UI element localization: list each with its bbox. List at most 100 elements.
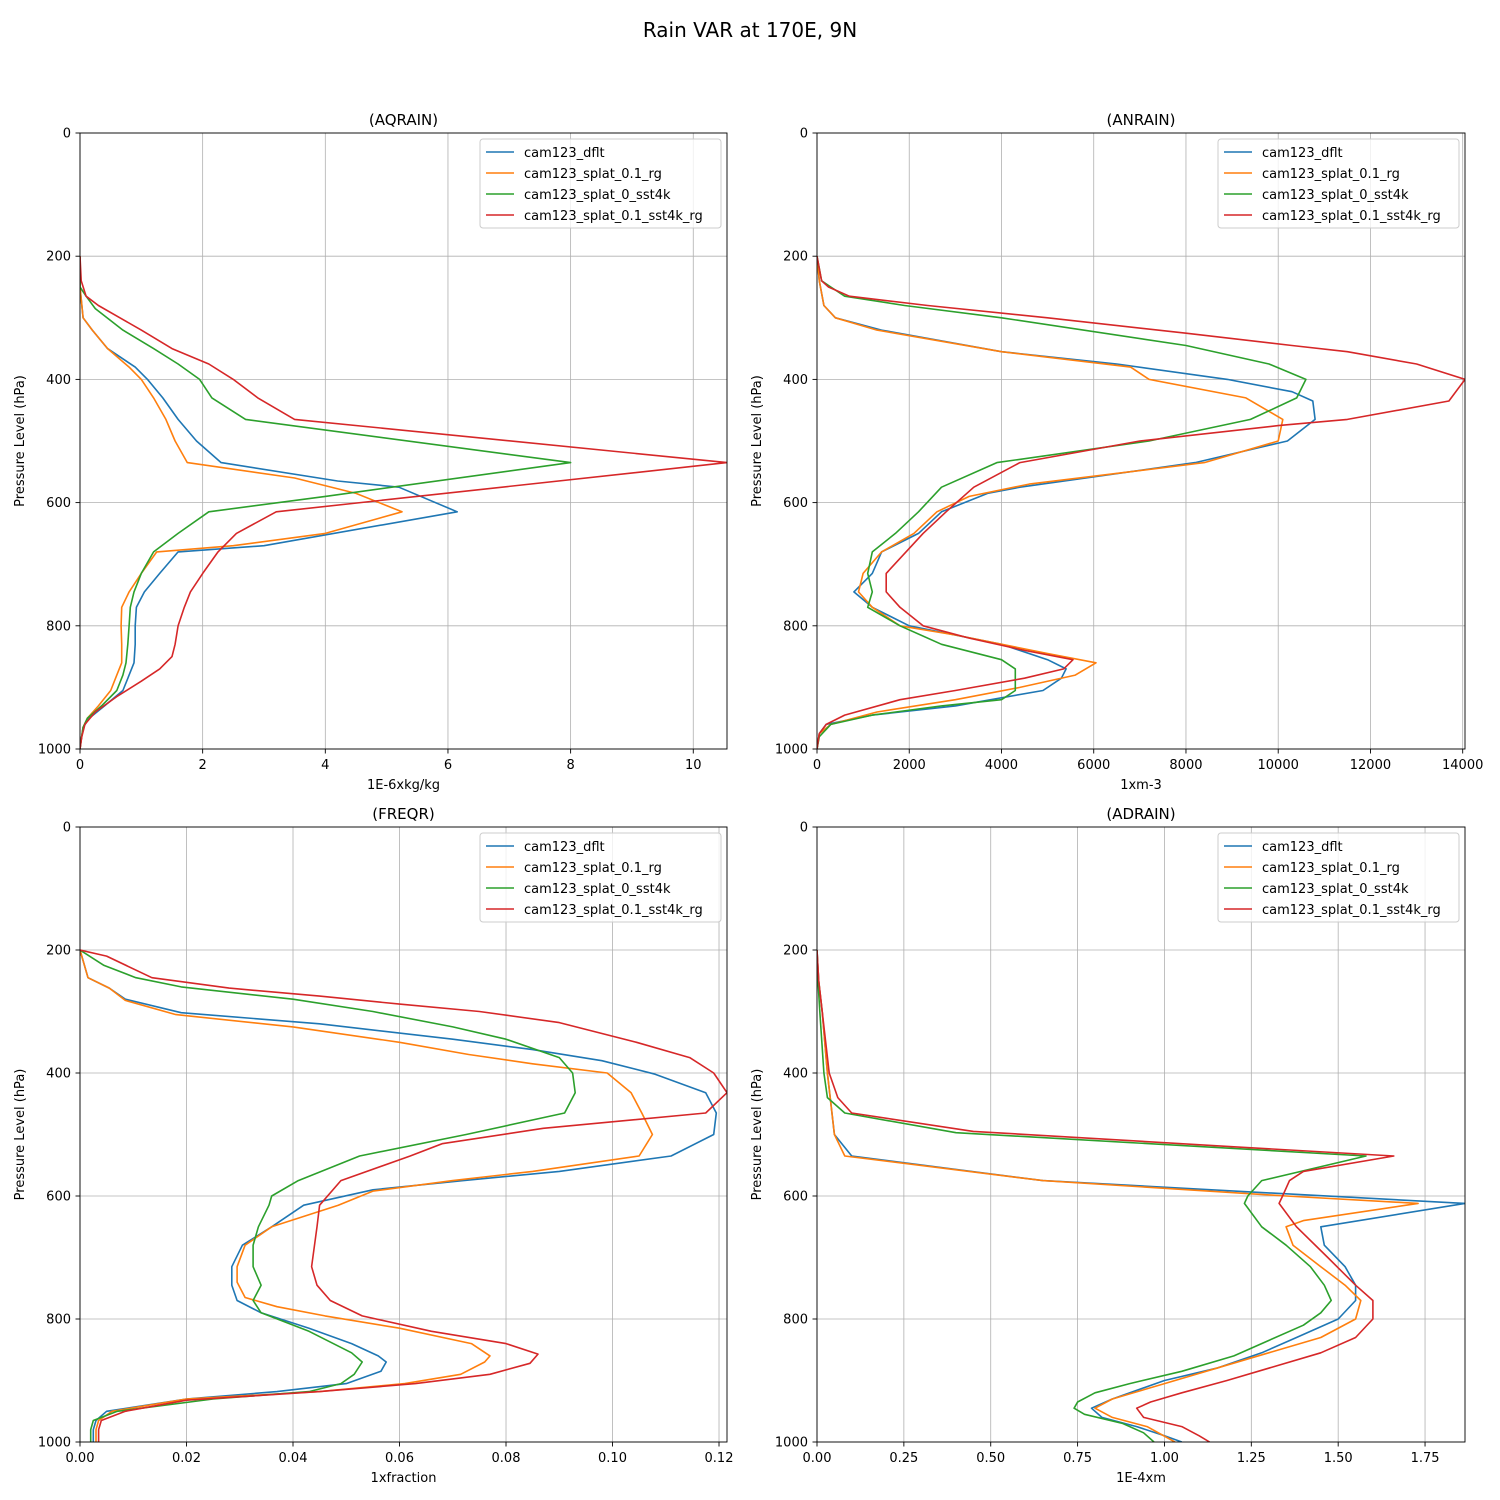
legend: cam123_dflt cam123_splat_0.1_rg cam123_spl…	[1217, 138, 1460, 229]
y-tick-label: 600	[46, 496, 71, 511]
legend-label: cam123_splat_0.1_rg	[524, 861, 662, 876]
legend-label: cam123_splat_0.1_rg	[1262, 167, 1400, 182]
x-axis-label: 1xm-3	[1120, 778, 1162, 793]
y-axis-label: Pressure Level (hPa)	[750, 375, 765, 507]
y-tick-label: 600	[783, 496, 808, 511]
x-axis-label: 1xfraction	[371, 1471, 437, 1486]
chart-title: (ANRAIN)	[1107, 111, 1176, 129]
y-axis-label: Pressure Level (hPa)	[750, 1069, 765, 1201]
legend-label: cam123_splat_0_sst4k	[1262, 882, 1409, 897]
x-axis-label: 1E-4xm	[1116, 1471, 1166, 1486]
axes-frame	[816, 132, 1466, 750]
legend-label: cam123_splat_0_sst4k	[524, 188, 671, 203]
x-tick-label: 0.06	[385, 1451, 414, 1466]
chart-title: (FREQR)	[372, 805, 434, 823]
x-tick-label: 1.50	[1324, 1451, 1353, 1466]
legend-label: cam123_dflt	[524, 840, 605, 855]
x-tick-label: 0.00	[803, 1451, 832, 1466]
x-tick-label: 0.02	[172, 1451, 201, 1466]
x-tick-label: 0	[813, 758, 821, 773]
y-tick-label: 1000	[38, 1436, 71, 1451]
y-tick-label: 200	[783, 944, 808, 959]
y-tick-label: 0	[800, 127, 808, 142]
x-tick-label: 0.50	[976, 1451, 1005, 1466]
y-tick-label: 600	[46, 1190, 71, 1205]
legend-label: cam123_splat_0_sst4k	[1262, 188, 1409, 203]
series-line-cam123_dflt	[80, 256, 458, 749]
legend-box	[479, 138, 722, 229]
x-tick-label: 0.00	[66, 1451, 95, 1466]
series-line-cam123_splat_0.1_sst4k_rg	[80, 256, 727, 749]
y-tick-label: 0	[63, 127, 71, 142]
x-tick-label: 10	[685, 758, 702, 773]
x-tick-label: 8	[566, 758, 574, 773]
x-tick-label: 8000	[1169, 758, 1202, 773]
legend-label: cam123_splat_0.1_sst4k_rg	[524, 209, 703, 224]
legend-label: cam123_splat_0.1_rg	[524, 167, 662, 182]
x-tick-label: 4000	[985, 758, 1018, 773]
legend: cam123_dflt cam123_splat_0.1_rg cam123_spl…	[479, 138, 722, 229]
legend-box	[1217, 832, 1460, 923]
series-line-cam123_splat_0.1_rg	[817, 949, 1419, 1442]
x-tick-label: 14000	[1442, 758, 1483, 773]
y-tick-label: 1000	[38, 743, 71, 758]
x-tick-label: 4	[321, 758, 329, 773]
series-line-cam123_splat_0.1_rg	[80, 949, 654, 1442]
x-tick-label: 1.00	[1150, 1451, 1179, 1466]
x-tick-label: 0.10	[598, 1451, 627, 1466]
legend-label: cam123_splat_0_sst4k	[524, 882, 671, 897]
legend-label: cam123_dflt	[1262, 840, 1343, 855]
chart-panel-2: 0 2000 4000 6000 8000 10000 12000 14000 0 200 400 6…	[750, 111, 1483, 793]
series-line-cam123_splat_0.1_rg	[817, 256, 1284, 749]
chart-title: (AQRAIN)	[369, 111, 438, 129]
x-tick-label: 0	[76, 758, 84, 773]
series-line-cam123_splat_0_sst4k	[817, 256, 1307, 749]
series-line-cam123_splat_0.1_rg	[80, 256, 403, 749]
y-tick-label: 200	[46, 250, 71, 265]
figure-title: Rain VAR at 170E, 9N	[643, 18, 857, 42]
x-tick-label: 0.04	[279, 1451, 308, 1466]
x-tick-label: 0.08	[492, 1451, 521, 1466]
y-tick-label: 800	[46, 619, 71, 634]
y-tick-label: 0	[800, 821, 808, 836]
x-tick-label: 6000	[1077, 758, 1110, 773]
y-tick-label: 1000	[775, 743, 808, 758]
y-axis-label: Pressure Level (hPa)	[13, 375, 28, 507]
chart-panel-1: 0 2 4 6 8 10 0 200 400 600 800 1000 (AQRAIN) 1E-6xkg/…	[13, 111, 728, 793]
axes-frame	[79, 826, 728, 1443]
x-tick-label: 2	[199, 758, 207, 773]
chart-title: (ADRAIN)	[1106, 805, 1175, 823]
legend: cam123_dflt cam123_splat_0.1_rg cam123_spl…	[1217, 832, 1460, 923]
y-tick-label: 400	[46, 1067, 71, 1082]
axes-frame	[79, 132, 728, 750]
y-tick-label: 800	[46, 1313, 71, 1328]
y-tick-label: 600	[783, 1190, 808, 1205]
legend-label: cam123_dflt	[524, 146, 605, 161]
y-tick-label: 400	[783, 373, 808, 388]
x-tick-label: 0.25	[889, 1451, 918, 1466]
x-tick-label: 6	[444, 758, 452, 773]
x-tick-label: 2000	[893, 758, 926, 773]
y-tick-label: 200	[783, 250, 808, 265]
chart-panel-3: 0.00 0.02 0.04 0.06 0.08 0.10 0.12 0 200 400 600 80…	[13, 805, 733, 1486]
y-tick-label: 800	[783, 619, 808, 634]
legend-label: cam123_splat_0.1_sst4k_rg	[1262, 209, 1441, 224]
axes-frame	[816, 826, 1466, 1443]
y-tick-label: 0	[63, 821, 71, 836]
legend: cam123_dflt cam123_splat_0.1_rg cam123_spl…	[479, 832, 722, 923]
x-tick-label: 1.75	[1411, 1451, 1440, 1466]
x-tick-label: 0.75	[1063, 1451, 1092, 1466]
y-tick-label: 400	[46, 373, 71, 388]
y-axis-label: Pressure Level (hPa)	[13, 1069, 28, 1201]
x-tick-label: 0.12	[705, 1451, 734, 1466]
series-line-cam123_splat_0.1_sst4k_rg	[80, 949, 727, 1442]
legend-label: cam123_splat_0.1_rg	[1262, 861, 1400, 876]
legend-label: cam123_splat_0.1_sst4k_rg	[524, 903, 703, 918]
y-tick-label: 400	[783, 1067, 808, 1082]
chart-panel-4: 0.00 0.25 0.50 0.75 1.00 1.25 1.50 1.75 0 200 400 6…	[750, 805, 1466, 1486]
series-line-cam123_splat_0_sst4k	[80, 949, 576, 1442]
x-tick-label: 1.25	[1237, 1451, 1266, 1466]
legend-label: cam123_splat_0.1_sst4k_rg	[1262, 903, 1441, 918]
x-tick-label: 10000	[1258, 758, 1299, 773]
